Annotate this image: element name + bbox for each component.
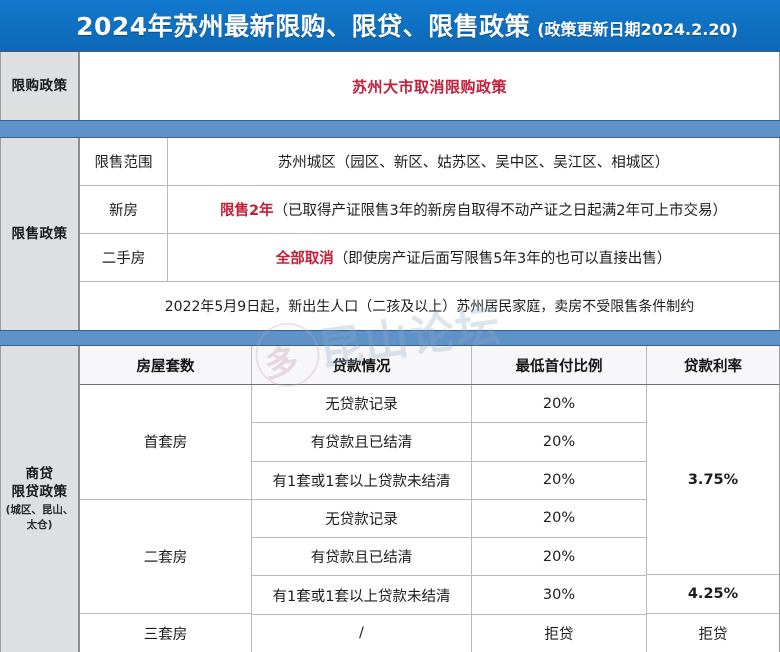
column-house-count: 首套房 二套房 三套房 [80,385,252,652]
house-count-stack: 首套房 二套房 三套房 [80,385,251,652]
loan-case-cell: 有贷款且已结清 [252,423,471,462]
table-row: 新房 限售2年 （已取得产证限售3年的新房自取得不动产证之日起满2年可上市交易） [80,186,779,234]
purchase-policy-label: 限购政策 [11,77,68,94]
loan-policy-label-cell: 商贷 限贷政策 (城区、昆山、 太仓) [0,346,80,652]
purchase-policy-content: 苏州大市取消限购政策 [351,77,507,96]
page-title-update-date: (政策更新日期2024.2.20) [537,20,738,39]
page-title: 2024年苏州最新限购、限贷、限售政策 [76,12,531,41]
loan-case-cell: 无贷款记录 [252,385,471,424]
down-payment-cell: 20% [472,462,646,500]
title-inner: 2024年苏州最新限购、限贷、限售政策 (政策更新日期2024.2.20) [42,7,738,43]
loan-rate-cell-first: 3.75% [647,385,779,576]
section-purchase-policy: 限购政策 苏州大市取消限购政策 [0,52,780,120]
column-loan-case: 无贷款记录 有贷款且已结清 有1套或1套以上贷款未结清 无贷款记录 有贷款且已结… [252,385,472,652]
down-payment-cell: 20% [472,538,646,577]
down-payment-cell: 20% [472,423,646,462]
loan-table-body: 首套房 二套房 三套房 无贷款记录 有贷款且已结清 有1套或1套以上贷款未结清 … [80,385,779,652]
page-title-bar: 2024年苏州最新限购、限贷、限售政策 (政策更新日期2024.2.20) [0,0,780,52]
sale-secondhand-emphasis: 全部取消 [275,251,334,267]
sale-secondhand-detail: （即使房产证后面写限售5年3年的也可以直接出售） [333,251,672,267]
loan-rate-stack: 3.75% 4.25% 拒贷 [647,385,779,652]
section-loan-policy: 商贷 限贷政策 (城区、昆山、 太仓) 房屋套数 贷款情况 最低首付比例 贷款利… [0,346,780,652]
purchase-policy-label-cell: 限购政策 [0,52,80,120]
loan-policy-body: 房屋套数 贷款情况 最低首付比例 贷款利率 首套房 二套房 三套房 [80,346,780,652]
column-header-down-payment: 最低首付比例 [472,346,647,384]
sale-secondhand-value: 全部取消 （即使房产证后面写限售5年3年的也可以直接出售） [168,234,779,281]
table-row: 二手房 全部取消 （即使房产证后面写限售5年3年的也可以直接出售） [80,234,779,282]
loan-case-cell: 有贷款且已结清 [252,538,471,577]
down-payment-cell: 20% [472,385,646,424]
section-divider-band-1 [0,120,780,138]
down-payment-cell: 20% [472,500,646,539]
column-down-payment: 20% 20% 20% 20% 20% 30% 拒贷 [472,385,647,652]
sale-policy-label-cell: 限售政策 [0,138,80,330]
sale-scope-value: 苏州城区（园区、新区、姑苏区、吴中区、吴江区、相城区） [277,155,670,171]
down-payment-cell: 拒贷 [544,626,574,643]
sale-policy-label: 限售政策 [11,225,68,242]
loan-rate-cell-second: 4.25% [647,575,779,615]
column-header-loan-rate: 贷款利率 [684,358,742,375]
loan-case-cell: / [359,625,364,642]
loan-policy-label-note-line2: 太仓) [26,519,53,532]
column-header-loan-case: 贷款情况 [252,346,472,384]
down-payment-stack: 20% 20% 20% 20% 20% 30% 拒贷 [472,385,646,652]
loan-table: 房屋套数 贷款情况 最低首付比例 贷款利率 首套房 二套房 三套房 [80,346,779,652]
house-count-group-third: 三套房 [143,626,188,643]
down-payment-cell: 30% [472,576,646,615]
sale-newhouse-label: 新房 [80,186,168,233]
sale-policy-note: 2022年5月9日起，新出生人口（二孩及以上）苏州居民家庭，卖房不受限售条件制约 [164,299,695,315]
sale-policy-note-row: 2022年5月9日起，新出生人口（二孩及以上）苏州居民家庭，卖房不受限售条件制约 [80,282,779,330]
section-sale-policy: 限售政策 限售范围 苏州城区（园区、新区、姑苏区、吴中区、吴江区、相城区） 新房… [0,138,780,330]
loan-case-cell: 有1套或1套以上贷款未结清 [252,462,471,500]
purchase-policy-body: 苏州大市取消限购政策 [80,52,780,120]
loan-rate-cell-third: 拒贷 [698,626,728,643]
loan-policy-label-note-line1: (城区、昆山、 [5,503,74,516]
sale-secondhand-label: 二手房 [80,234,168,281]
loan-case-stack: 无贷款记录 有贷款且已结清 有1套或1套以上贷款未结清 无贷款记录 有贷款且已结… [252,385,471,652]
house-count-group-second: 二套房 [80,500,251,615]
sale-scope-label: 限售范围 [80,138,168,185]
loan-case-cell: 有1套或1套以上贷款未结清 [252,576,471,615]
sale-newhouse-detail: （已取得产证限售3年的新房自取得不动产证之日起满2年可上市交易） [273,203,728,219]
sale-newhouse-value: 限售2年 （已取得产证限售3年的新房自取得不动产证之日起满2年可上市交易） [168,186,779,233]
loan-case-cell: 无贷款记录 [252,500,471,539]
section-divider-band-2 [0,330,780,346]
column-header-house-count: 房屋套数 [80,346,252,384]
house-count-group-first: 首套房 [80,385,251,500]
loan-table-header: 房屋套数 贷款情况 最低首付比例 贷款利率 [80,346,779,385]
sale-policy-body: 限售范围 苏州城区（园区、新区、姑苏区、吴中区、吴江区、相城区） 新房 限售2年… [80,138,780,330]
loan-policy-label-line1: 商贷 [25,466,54,483]
column-loan-rate: 3.75% 4.25% 拒贷 [647,385,779,652]
table-row: 限售范围 苏州城区（园区、新区、姑苏区、吴中区、吴江区、相城区） [80,138,779,186]
loan-policy-label-line2: 限贷政策 [11,484,68,501]
sale-newhouse-emphasis: 限售2年 [219,203,274,219]
